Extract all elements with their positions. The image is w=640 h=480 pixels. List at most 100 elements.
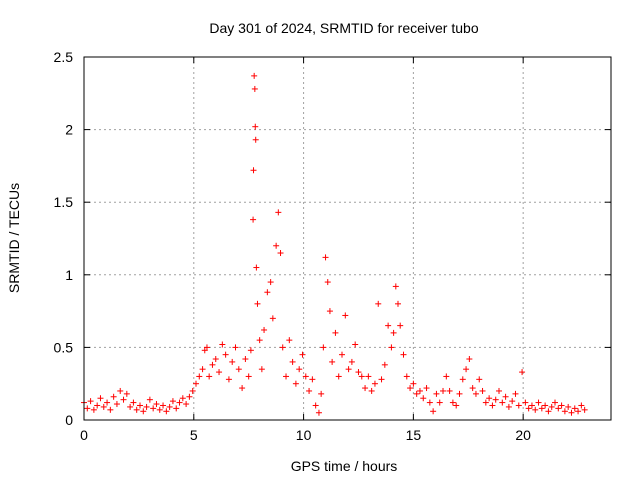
data-point-plus xyxy=(519,369,526,376)
y-tick-label: 2.5 xyxy=(54,49,74,65)
data-point-plus xyxy=(222,351,229,358)
data-point-plus xyxy=(186,393,193,400)
data-point-plus xyxy=(120,396,127,403)
data-point-plus xyxy=(499,399,506,406)
data-point-plus xyxy=(535,399,542,406)
data-point-plus xyxy=(267,279,274,286)
data-points xyxy=(81,72,588,416)
x-tick-label: 10 xyxy=(296,427,312,443)
data-point-plus xyxy=(133,406,140,413)
data-point-plus xyxy=(538,405,545,412)
data-point-plus xyxy=(209,361,216,368)
data-point-plus xyxy=(558,402,565,409)
data-point-plus xyxy=(433,390,440,397)
data-point-plus xyxy=(410,380,417,387)
data-point-plus xyxy=(565,403,572,410)
data-point-plus xyxy=(235,366,242,373)
data-point-plus xyxy=(261,326,268,333)
data-point-plus xyxy=(286,337,293,344)
data-point-plus xyxy=(403,373,410,380)
data-point-plus xyxy=(545,408,552,415)
data-point-plus xyxy=(176,399,183,406)
data-point-plus xyxy=(482,399,489,406)
data-point-plus xyxy=(345,366,352,373)
data-point-plus xyxy=(555,405,562,412)
data-point-plus xyxy=(90,406,97,413)
data-point-plus xyxy=(378,376,385,383)
data-point-plus xyxy=(339,351,346,358)
data-point-plus xyxy=(552,399,559,406)
data-point-plus xyxy=(440,387,447,394)
data-point-plus xyxy=(365,373,372,380)
data-point-plus xyxy=(324,279,331,286)
data-point-plus xyxy=(486,395,493,402)
data-point-plus xyxy=(229,358,236,365)
data-point-plus xyxy=(322,254,329,261)
data-point-plus xyxy=(542,402,549,409)
data-point-plus xyxy=(335,373,342,380)
data-point-plus xyxy=(515,402,522,409)
data-point-plus xyxy=(532,406,539,413)
data-point-plus xyxy=(100,403,107,410)
data-point-plus xyxy=(381,361,388,368)
data-point-plus xyxy=(258,366,265,373)
data-point-plus xyxy=(466,356,473,363)
data-point-plus xyxy=(388,344,395,351)
y-tick-label: 1.5 xyxy=(54,194,74,210)
data-point-plus xyxy=(512,390,519,397)
data-point-plus xyxy=(342,312,349,319)
data-point-plus xyxy=(196,373,203,380)
data-point-plus xyxy=(275,209,282,216)
data-point-plus xyxy=(446,387,453,394)
data-point-plus xyxy=(264,289,271,296)
data-point-plus xyxy=(250,216,257,223)
data-point-plus xyxy=(320,344,327,351)
chart-title: Day 301 of 2024, SRMTID for receiver tub… xyxy=(209,20,478,36)
data-point-plus xyxy=(309,376,316,383)
data-point-plus xyxy=(87,398,94,405)
x-axis-label: GPS time / hours xyxy=(291,458,398,474)
data-point-plus xyxy=(459,376,466,383)
data-point-plus xyxy=(256,337,263,344)
data-point-plus xyxy=(123,390,130,397)
data-point-plus xyxy=(183,401,190,408)
data-point-plus xyxy=(509,398,516,405)
y-tick-label: 1 xyxy=(65,267,73,283)
data-point-plus xyxy=(250,167,257,174)
data-point-plus xyxy=(392,283,399,290)
data-point-plus xyxy=(385,322,392,329)
data-point-plus xyxy=(332,329,339,336)
data-point-plus xyxy=(136,402,143,409)
data-point-plus xyxy=(192,380,199,387)
data-point-plus xyxy=(173,405,180,412)
data-point-plus xyxy=(578,402,585,409)
data-point-plus xyxy=(216,369,223,376)
data-point-plus xyxy=(239,385,246,392)
data-point-plus xyxy=(355,369,362,376)
data-point-plus xyxy=(156,406,163,413)
data-point-plus xyxy=(476,376,483,383)
data-point-plus xyxy=(299,351,306,358)
data-point-plus xyxy=(199,366,206,373)
data-point-plus xyxy=(407,385,414,392)
data-point-plus xyxy=(469,385,476,392)
data-point-plus xyxy=(400,351,407,358)
y-axis-label: SRMTID / TECUs xyxy=(6,183,22,293)
data-point-plus xyxy=(289,358,296,365)
data-point-plus xyxy=(251,72,258,79)
data-point-plus xyxy=(395,300,402,307)
data-point-plus xyxy=(306,387,313,394)
data-point-plus xyxy=(242,356,249,363)
data-point-plus xyxy=(581,406,588,413)
data-point-plus xyxy=(548,403,555,410)
data-point-plus xyxy=(496,387,503,394)
data-point-plus xyxy=(283,373,290,380)
data-point-plus xyxy=(443,373,450,380)
data-point-plus xyxy=(456,390,463,397)
data-point-plus xyxy=(104,399,111,406)
data-point-plus xyxy=(326,308,333,315)
data-point-plus xyxy=(505,403,512,410)
data-point-plus xyxy=(453,402,460,409)
data-point-plus xyxy=(436,399,443,406)
